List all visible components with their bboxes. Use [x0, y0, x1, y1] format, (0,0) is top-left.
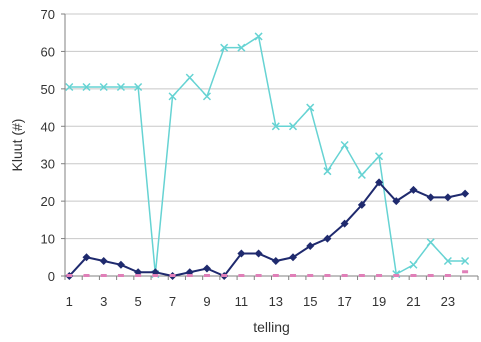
data-point: [83, 274, 90, 277]
data-point: [290, 274, 297, 277]
data-point: [409, 260, 418, 269]
grid-lines: [65, 13, 478, 240]
data-point: [135, 274, 142, 277]
y-tick-label: 50: [41, 82, 55, 97]
x-tick-label: 17: [337, 294, 351, 309]
x-axis-label: telling: [253, 319, 290, 335]
data-point: [255, 274, 262, 277]
data-point: [238, 274, 245, 277]
y-tick-label: 0: [48, 269, 55, 284]
data-point: [99, 257, 108, 266]
data-point: [443, 193, 452, 202]
y-tick-labels: 0 10 20 30 40 50 60 70: [41, 7, 55, 284]
data-point: [324, 274, 331, 277]
data-point: [410, 274, 417, 277]
series-group: [65, 32, 470, 280]
x-tick-label: 15: [303, 294, 317, 309]
data-point: [168, 92, 177, 101]
data-point: [375, 178, 384, 187]
x-tick-label: 21: [406, 294, 420, 309]
data-point: [393, 274, 400, 277]
data-point: [306, 242, 315, 251]
y-axis-label: Kluut (#): [9, 119, 25, 172]
x-tick-label: 1: [66, 294, 73, 309]
data-point: [169, 274, 176, 277]
data-point: [100, 274, 107, 277]
data-point: [116, 82, 125, 92]
y-tick-label: 10: [41, 232, 55, 247]
data-point: [288, 122, 298, 131]
data-point: [203, 274, 210, 277]
data-point: [185, 73, 194, 82]
data-point: [307, 274, 314, 277]
data-point: [152, 274, 159, 277]
y-tick-label: 30: [41, 157, 55, 172]
data-point: [426, 193, 435, 202]
y-tick-label: 70: [41, 7, 55, 22]
data-point: [237, 43, 246, 52]
data-point: [357, 170, 366, 179]
y-tick-label: 40: [41, 119, 55, 134]
data-point: [289, 253, 298, 262]
data-point: [376, 274, 383, 277]
data-point: [254, 249, 263, 258]
data-point: [220, 43, 229, 52]
x-tick-label: 7: [169, 294, 176, 309]
data-point: [82, 253, 91, 262]
data-point: [271, 257, 280, 266]
data-point: [237, 249, 246, 258]
data-point: [443, 256, 452, 266]
y-tick-label: 20: [41, 194, 55, 209]
x-tick-label: 5: [135, 294, 142, 309]
series-1: [65, 32, 470, 279]
data-point: [444, 274, 451, 277]
x-tick-label: 3: [100, 294, 107, 309]
series-2: [65, 178, 470, 280]
data-point: [340, 140, 349, 150]
data-point: [134, 82, 143, 92]
data-point: [426, 238, 435, 247]
data-point: [66, 274, 73, 277]
x-tick-label: 9: [203, 294, 210, 309]
data-point: [461, 256, 470, 266]
data-point: [409, 185, 418, 194]
series-3: [66, 270, 469, 277]
data-point: [341, 274, 348, 277]
x-tick-label: 13: [269, 294, 283, 309]
data-point: [221, 274, 228, 277]
data-point: [340, 219, 349, 228]
data-point: [186, 274, 193, 277]
data-point: [462, 270, 469, 274]
data-point: [392, 197, 401, 206]
data-point: [254, 32, 263, 41]
data-point: [427, 274, 434, 277]
data-point: [202, 264, 211, 273]
y-tick-label: 60: [41, 44, 55, 59]
data-point: [461, 189, 470, 198]
x-tick-labels: 1 3 5 7 9 11 13 15 17 19 21 23: [66, 294, 455, 309]
data-point: [116, 260, 125, 269]
x-tick-label: 11: [235, 294, 249, 309]
data-point: [271, 122, 280, 131]
data-point: [65, 82, 74, 92]
data-point: [323, 167, 332, 176]
data-point: [357, 200, 366, 209]
data-point: [358, 274, 365, 277]
x-tick-label: 19: [372, 294, 386, 309]
x-tick-label: 23: [441, 294, 455, 309]
data-point: [117, 274, 124, 277]
data-point: [202, 92, 211, 101]
series-line: [69, 35, 466, 276]
series-line: [68, 180, 466, 278]
data-point: [323, 234, 332, 243]
data-point: [306, 103, 315, 112]
data-point: [272, 274, 279, 277]
data-point: [82, 82, 91, 92]
data-point: [99, 82, 108, 92]
axes: [61, 13, 479, 280]
data-point: [375, 152, 384, 161]
